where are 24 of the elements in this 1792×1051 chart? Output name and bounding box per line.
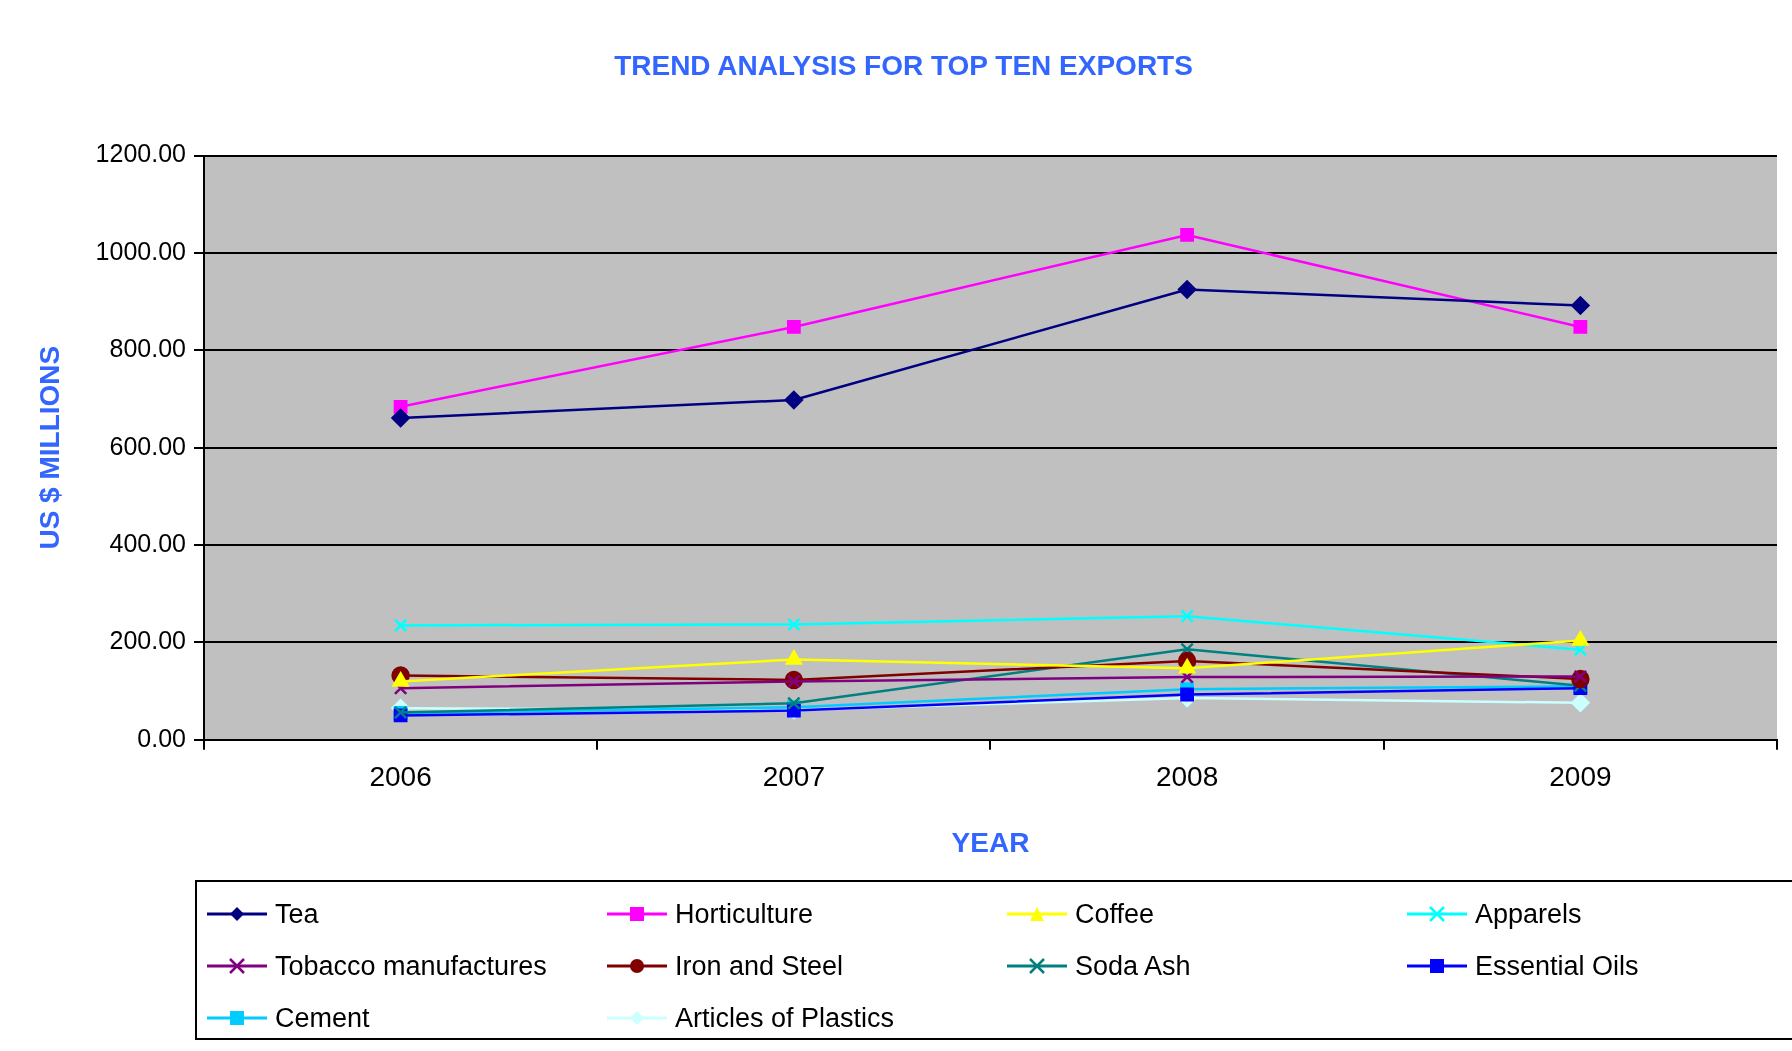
legend-label: Articles of Plastics — [675, 1002, 895, 1034]
chart-title: TREND ANALYSIS FOR TOP TEN EXPORTS — [614, 49, 1193, 81]
x-tick-label: 2006 — [369, 761, 432, 793]
y-tick-label: 0.00 — [137, 723, 186, 752]
x-tick-label: 2009 — [1549, 761, 1612, 793]
y-tick-label: 600.00 — [109, 431, 186, 460]
x-tick-label: 2007 — [762, 761, 825, 793]
y-tick-label: 200.00 — [109, 626, 186, 655]
y-axis-title: US $ MILLIONS — [33, 345, 65, 550]
legend-label: Essential Oils — [1475, 950, 1639, 982]
legend-label: Tobacco manufactures — [275, 950, 547, 982]
legend-label: Apparels — [1475, 898, 1582, 930]
legend-label: Iron and Steel — [675, 950, 844, 982]
y-tick-label: 1000.00 — [95, 236, 186, 265]
y-tick-label: 1200.00 — [95, 139, 186, 168]
legend-label: Horticulture — [675, 898, 814, 930]
legend-label: Soda Ash — [1075, 950, 1191, 982]
x-axis-title: YEAR — [951, 826, 1030, 858]
y-tick-label: 400.00 — [109, 528, 186, 557]
x-tick-label: 2008 — [1155, 761, 1219, 793]
legend-label: Cement — [275, 1002, 370, 1034]
legend-label: Coffee — [1075, 898, 1155, 930]
legend-label: Tea — [275, 898, 319, 930]
y-tick-label: 800.00 — [109, 334, 186, 363]
